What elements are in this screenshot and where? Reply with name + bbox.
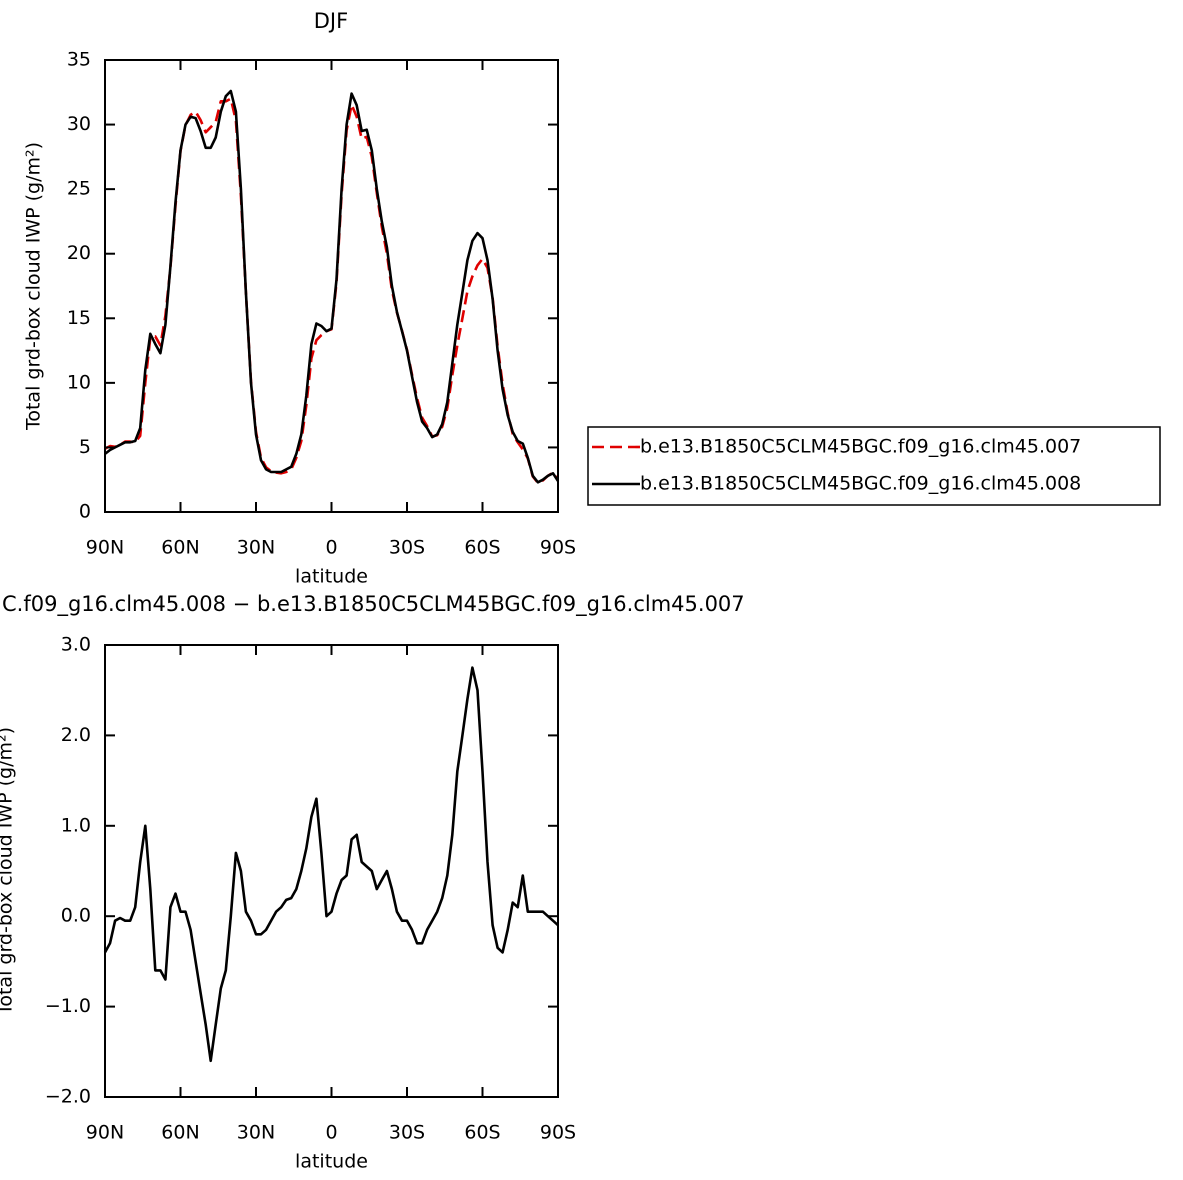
data-line [104,89,560,484]
y-tick-label: 5 [79,436,91,458]
y-axis-label: Total grd-box cloud IWP (g/m²) [0,727,17,1016]
y-tick-label: 30 [67,113,91,135]
x-tick-label: 90S [540,1122,576,1144]
data-line [104,97,560,485]
x-tick-label: 60N [161,537,199,559]
legend-label: b.e13.B1850C5CLM45BGC.f09_g16.clm45.007 [640,436,1081,458]
x-tick-label: 30S [389,537,425,559]
x-tick-label: 90S [540,537,576,559]
x-axis-label: latitude [295,1151,368,1173]
y-tick-label: 10 [67,371,91,393]
y-tick-label: 0.0 [61,905,91,927]
chart-title: DJF [314,9,348,33]
x-tick-label: 60S [464,537,500,559]
plot-frame [104,644,559,1098]
x-tick-label: 0 [325,537,337,559]
x-tick-label: 60S [464,1122,500,1144]
y-tick-label: 0 [79,501,91,523]
x-tick-label: 90N [86,537,124,559]
y-tick-label: 35 [67,49,91,71]
y-tick-label: 1.0 [61,814,91,836]
y-tick-label: 25 [67,178,91,200]
y-tick-label: −1.0 [45,995,91,1017]
x-tick-label: 30N [237,537,275,559]
legend-label: b.e13.B1850C5CLM45BGC.f09_g16.clm45.008 [640,473,1081,495]
data-line [103,666,559,1063]
y-tick-label: −2.0 [45,1086,91,1108]
x-tick-label: 30S [389,1122,425,1144]
chart-title: C.f09_g16.clm45.008 − b.e13.B1850C5CLM45… [2,592,745,617]
x-tick-label: 30N [237,1122,275,1144]
x-tick-label: 0 [325,1122,337,1144]
x-tick-label: 60N [161,1122,199,1144]
x-tick-label: 90N [86,1122,124,1144]
y-tick-label: 15 [67,307,91,329]
y-tick-label: 20 [67,242,91,264]
y-tick-label: 3.0 [61,634,91,656]
y-tick-label: 2.0 [61,724,91,746]
legend-box [587,426,1161,506]
x-axis-label: latitude [295,566,368,588]
y-axis-label: Total grd-box cloud IWP (g/m²) [23,142,45,431]
